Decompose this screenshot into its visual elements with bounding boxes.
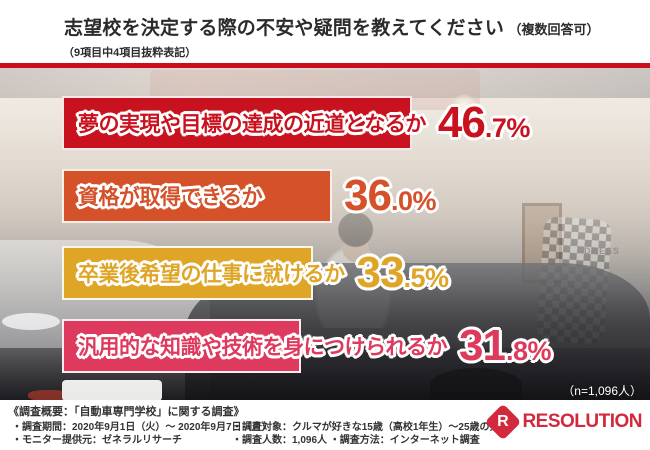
sample-size-label: （n=1,096人） [562, 384, 642, 398]
photo-background: DRESS 夢の実現や目標の達成の近道となるか 46.7% 資格が取得できるか … [0, 68, 650, 400]
bar-label: 夢の実現や目標の達成の近道となるか [78, 113, 426, 136]
survey-period: ・調査期間：2020年9月1日（火）～ 2020年9月7日（月） [12, 422, 272, 433]
bar [62, 96, 413, 150]
bar-row: 汎用的な知識や技術を身につけられるか 31.8% [62, 319, 650, 373]
title-note: （複数回答可） [508, 22, 600, 37]
title-subtitle: （9項目中4項目抜粋表記） [63, 47, 197, 59]
footer: 《調査概要：「自動車専門学校」に関する調査》 ・調査期間：2020年9月1日（火… [0, 400, 650, 450]
title-text: 志望校を決定する際の不安や疑問を教えてください [64, 18, 505, 39]
bar-row: 資格が取得できるか 36.0% [62, 169, 650, 223]
bar-row: 夢の実現や目標の達成の近道となるか 46.7% [62, 96, 650, 150]
bar-value: 46.7% [437, 98, 530, 147]
resolution-r-diamond-icon: R [485, 403, 522, 441]
page-title: 志望校を決定する際の不安や疑問を教えてください （複数回答可） [64, 13, 600, 40]
bar [62, 169, 332, 223]
bar-row: 卒業後希望の仕事に就けるか 33.5% [62, 246, 650, 300]
brand-name: RESOLUTION [522, 411, 642, 432]
survey-overview-title: 《調査概要：「自動車専門学校」に関する調査》 [8, 406, 245, 418]
bar [62, 246, 314, 300]
brand-logo: R RESOLUTION [485, 403, 642, 441]
bar-value: 33.5% [356, 248, 449, 297]
bar-label: 汎用的な知識や技術を身につけられるか [78, 336, 448, 359]
bar-label: 卒業後希望の仕事に就けるか [78, 263, 345, 286]
bar-value: 36.0% [344, 171, 436, 220]
header: 志望校を決定する際の不安や疑問を教えてください （複数回答可） （9項目中4項目… [0, 0, 650, 63]
survey-count-method: ・調査人数：1,096人 ・調査方法：インターネット調査 [232, 435, 480, 446]
bar-label: 資格が取得できるか [78, 186, 263, 209]
red-divider [0, 63, 650, 68]
bar-value: 31.8% [459, 321, 551, 370]
survey-target: ・調査対象：クルマが好きな15歳（高校1年生）～25歳の男女 [232, 422, 510, 433]
survey-monitor: ・モニター提供元：ゼネラルリサーチ [12, 435, 182, 446]
bar [62, 319, 301, 373]
